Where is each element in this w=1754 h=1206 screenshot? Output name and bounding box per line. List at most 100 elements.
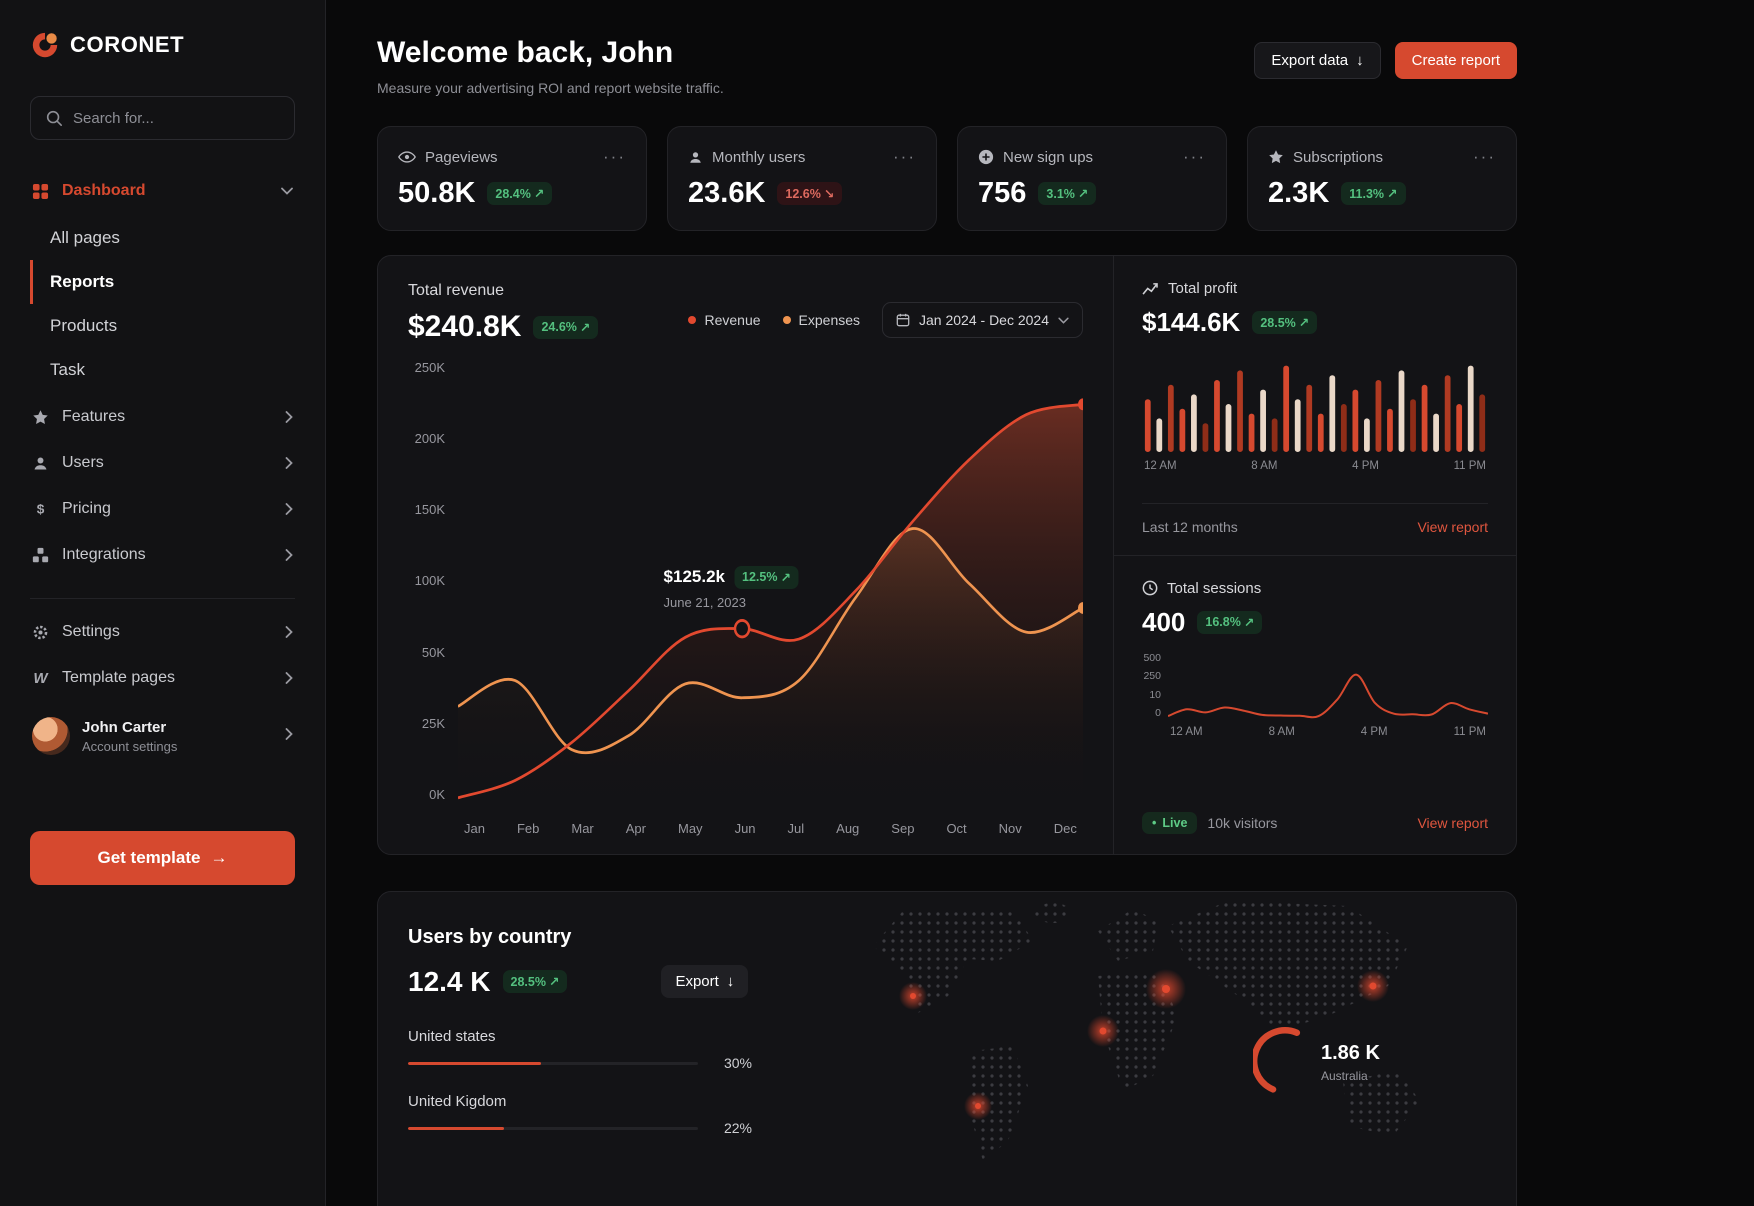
chevron-down-icon — [281, 187, 293, 195]
sidebar-item-template-pages[interactable]: W Template pages — [30, 655, 295, 701]
export-button[interactable]: Export ↓ — [661, 965, 749, 998]
export-data-label: Export data — [1271, 52, 1349, 69]
dashboard-subnav: All pages Reports Products Task — [30, 216, 295, 392]
sessions-value: 400 — [1142, 606, 1186, 637]
sessions-title: Total sessions — [1167, 579, 1262, 597]
legend-revenue[interactable]: Revenue — [688, 312, 761, 328]
axis-tick: 10 — [1149, 688, 1161, 701]
axis-tick: 0 — [1155, 707, 1161, 720]
stat-label: Pageviews — [425, 148, 498, 166]
axis-tick: Nov — [998, 821, 1022, 836]
sidebar-item-task[interactable]: Task — [50, 360, 85, 379]
download-arrow-icon: ↓ — [726, 973, 735, 990]
revenue-plot-area: $125.2k 12.5% ↗ June 21, 2023 — [458, 358, 1083, 806]
profile-text: John Carter Account settings — [82, 719, 177, 754]
profit-x-axis: 12 AM 8 AM 4 PM 11 PM — [1142, 460, 1488, 472]
country-progress-bar — [408, 1126, 698, 1130]
map-hotspot — [1357, 970, 1389, 1002]
webflow-icon: W — [33, 669, 48, 687]
profile-name: John Carter — [82, 718, 167, 736]
axis-tick: 11 PM — [1453, 725, 1486, 738]
axis-tick: 250 — [1143, 670, 1161, 683]
page-title: Welcome back, John — [377, 36, 674, 69]
main: Welcome back, John Measure your advertis… — [326, 0, 1754, 1206]
axis-tick: 50K — [421, 644, 445, 660]
axis-tick: Apr — [625, 821, 646, 836]
axis-tick: 4 PM — [1352, 460, 1379, 472]
gauge-label: Australia — [1321, 1068, 1368, 1083]
page-header-text: Welcome back, John Measure your advertis… — [377, 36, 724, 96]
sidebar-item-label: Dashboard — [62, 182, 146, 199]
export-data-button[interactable]: Export data ↓ — [1254, 42, 1381, 79]
sidebar-item-integrations[interactable]: Integrations — [30, 532, 295, 578]
brand-name: CORONET — [70, 32, 185, 57]
get-template-button[interactable]: Get template → — [30, 831, 295, 885]
sidebar-item-label: Users — [62, 454, 104, 471]
stat-badge-2: 3.1% ↗ — [1038, 182, 1097, 205]
search-box[interactable] — [30, 96, 295, 140]
country-list: United states 30% United Kigdom 22% — [408, 1028, 752, 1136]
search-icon — [45, 109, 63, 127]
revenue-svg — [458, 398, 1083, 802]
sidebar-item-pricing[interactable]: $ Pricing — [30, 486, 295, 532]
sessions-plot-area — [1168, 652, 1488, 720]
sidebar-item-products[interactable]: Products — [50, 316, 118, 335]
stat-menu-button[interactable]: ··· — [893, 147, 916, 166]
account-settings-item[interactable]: John Carter Account settings — [30, 701, 295, 771]
trend-down-icon: ↘ — [823, 187, 835, 201]
stat-menu-button[interactable]: ··· — [1183, 147, 1206, 166]
stat-value: 50.8K — [398, 177, 476, 209]
total-profit-card: Total profit $144.6K 28.5% ↗ 12 AM 8 AM 4 P… — [1114, 256, 1516, 555]
expenses-area — [458, 528, 1083, 802]
date-range-picker[interactable]: Jan 2024 - Dec 2024 — [882, 302, 1083, 338]
chevron-right-icon — [285, 626, 293, 638]
profile-subtitle: Account settings — [82, 738, 178, 754]
sidebar-item-label: Features — [62, 408, 126, 425]
axis-tick: Feb — [516, 821, 540, 836]
revenue-header: Total revenue $240.8K 24.6% ↗ — [408, 282, 599, 344]
sessions-view-report-link[interactable]: View report — [1417, 815, 1488, 831]
sidebar-item-settings[interactable]: Settings — [30, 609, 295, 655]
sidebar-item-all-pages[interactable]: All pages — [50, 228, 120, 247]
stat-label: Subscriptions — [1293, 148, 1384, 166]
star-icon — [1268, 149, 1284, 165]
map-hotspot — [964, 1092, 992, 1120]
gauge-arc — [1253, 1027, 1301, 1093]
axis-tick: Mar — [571, 821, 594, 836]
stat-menu-button[interactable]: ··· — [603, 147, 626, 166]
world-map: 1.86 K Australia — [808, 896, 1468, 1206]
sidebar-item-reports[interactable]: Reports — [30, 260, 295, 304]
sessions-chart: 500 250 10 0 12 AM 8 AM 4 PM 11 PM — [1142, 652, 1488, 738]
sidebar-item-dashboard[interactable]: Dashboard — [30, 168, 295, 214]
date-range-label: Jan 2024 - Dec 2024 — [919, 312, 1049, 328]
live-dot-icon: • — [1152, 816, 1157, 830]
create-report-button[interactable]: Create report — [1394, 42, 1517, 79]
stat-card-pageviews: Pageviews ··· 50.8K 28.4% ↗ — [377, 126, 647, 231]
profit-view-report-link[interactable]: View report — [1417, 518, 1488, 535]
sidebar-nav: Dashboard All pages Reports Products Tas… — [30, 168, 295, 771]
trend-up-icon: ↗ — [1243, 615, 1255, 630]
trending-chart-icon — [1142, 282, 1159, 295]
gear-icon — [32, 624, 49, 641]
star-icon — [32, 409, 49, 426]
search-input[interactable] — [73, 109, 280, 127]
country-name: United states — [408, 1028, 496, 1045]
download-arrow-icon: ↓ — [1356, 52, 1364, 69]
legend-dot — [688, 316, 697, 324]
sessions-badge: 16.8% ↗ — [1197, 610, 1263, 634]
stat-badge-3: 11.3% ↗ — [1341, 182, 1406, 205]
stat-label: Monthly users — [712, 148, 806, 166]
stat-menu-button[interactable]: ··· — [1473, 147, 1496, 166]
sidebar-item-features[interactable]: Features — [30, 394, 295, 440]
legend-expenses[interactable]: Expenses — [782, 312, 860, 328]
axis-tick: 12 AM — [1144, 460, 1177, 472]
chevron-right-icon — [285, 549, 293, 561]
country-stats: Users by country 12.4 K 28.5% ↗ Export ↓ … — [408, 926, 752, 1136]
trend-up-icon: ↗ — [1387, 187, 1398, 201]
sidebar-item-label: Template pages — [62, 669, 175, 686]
sidebar-item-users[interactable]: Users — [30, 440, 295, 486]
page-subtitle: Measure your advertising ROI and report … — [377, 80, 724, 96]
stat-value: 23.6K — [688, 177, 766, 209]
profit-bar-chart — [1142, 356, 1488, 452]
revenue-chart: 250K 200K 150K 100K 50K 25K 0K — [408, 358, 1083, 836]
